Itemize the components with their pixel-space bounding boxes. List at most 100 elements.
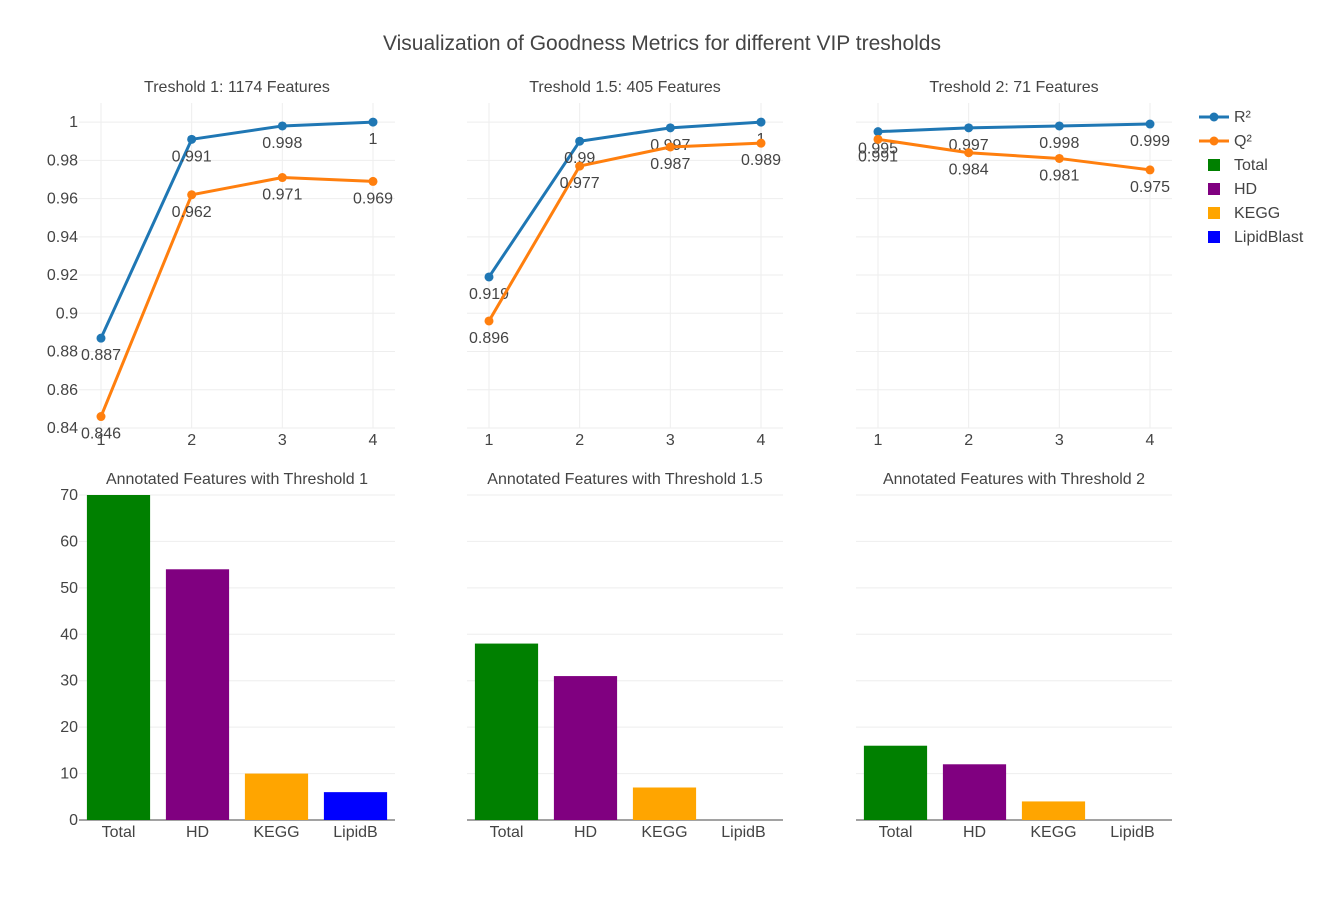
data-point bbox=[96, 333, 106, 343]
x-tick-label: KEGG bbox=[253, 824, 299, 841]
data-label: 0.887 bbox=[81, 347, 121, 364]
data-label: 0.984 bbox=[949, 162, 989, 179]
legend-item: HD bbox=[1208, 181, 1257, 198]
data-point bbox=[1145, 165, 1155, 175]
series-line-q2 bbox=[877, 137, 1151, 172]
subplot-title: Treshold 1.5: 405 Features bbox=[529, 79, 721, 96]
x-tick-label: LipidB bbox=[721, 824, 765, 841]
bar-chart-2: Annotated Features with Threshold 1.5 Tot… bbox=[467, 471, 783, 841]
data-label: 0.969 bbox=[353, 190, 393, 207]
series-line-q2 bbox=[99, 176, 374, 418]
bar-total bbox=[474, 643, 539, 820]
x-tick-label: 1 bbox=[874, 432, 883, 449]
x-tick-label: 3 bbox=[278, 432, 287, 449]
series-line-r2 bbox=[487, 120, 762, 278]
y-tick-label: 0.98 bbox=[47, 152, 78, 169]
legend-square-swatch bbox=[1208, 231, 1220, 243]
legend-label: KEGG bbox=[1234, 205, 1280, 222]
x-tick-label: Total bbox=[879, 824, 913, 841]
y-tick-label: 30 bbox=[60, 673, 78, 690]
subplot-title: Treshold 2: 71 Features bbox=[929, 79, 1098, 96]
data-label: 0.998 bbox=[262, 135, 302, 152]
figure-title: Visualization of Goodness Metrics for di… bbox=[383, 32, 941, 55]
bar-chart-1: Annotated Features with Threshold 1 0 10 20… bbox=[60, 471, 395, 841]
data-point bbox=[575, 161, 585, 171]
subplot-grid: Treshold 1: 1174 Features 0.84 0.86 0.88 0.9… bbox=[47, 79, 1172, 841]
x-tick-label: LipidB bbox=[333, 824, 377, 841]
bar-hd bbox=[942, 764, 1007, 820]
data-label: 0.995 bbox=[858, 141, 898, 158]
y-tick-label: 0.9 bbox=[56, 305, 78, 322]
y-tick-label: 0.88 bbox=[47, 344, 78, 361]
data-point bbox=[368, 117, 378, 127]
legend-marker bbox=[1209, 112, 1219, 122]
y-tick-label: 0.84 bbox=[47, 420, 78, 437]
data-point bbox=[575, 136, 585, 146]
data-label: 0.998 bbox=[1039, 135, 1079, 152]
x-tick-label: 4 bbox=[757, 432, 766, 449]
data-label: 0.896 bbox=[469, 330, 509, 347]
y-tick-label: 0.94 bbox=[47, 229, 78, 246]
data-point bbox=[277, 121, 287, 131]
legend-item: Total bbox=[1208, 157, 1268, 174]
data-point bbox=[484, 272, 494, 282]
legend-marker bbox=[1209, 136, 1219, 146]
legend-label: R² bbox=[1234, 109, 1252, 126]
subplot-title: Treshold 1: 1174 Features bbox=[144, 79, 330, 96]
x-tick-label: 4 bbox=[369, 432, 378, 449]
data-point bbox=[873, 134, 883, 144]
x-tick-label: 1 bbox=[485, 432, 494, 449]
y-tick-label: 0.92 bbox=[47, 267, 78, 284]
data-label: 0.981 bbox=[1039, 167, 1079, 184]
data-point bbox=[1054, 153, 1064, 163]
legend-label: HD bbox=[1234, 181, 1257, 198]
x-tick-label: HD bbox=[574, 824, 597, 841]
data-label: 0.987 bbox=[650, 156, 690, 173]
line-chart-1: Treshold 1: 1174 Features 0.84 0.86 0.88 0.9… bbox=[47, 79, 395, 449]
legend-label: Total bbox=[1234, 157, 1268, 174]
data-point bbox=[277, 173, 287, 183]
data-label: 0.989 bbox=[741, 152, 781, 169]
series-line-r2 bbox=[99, 120, 374, 339]
data-point bbox=[1145, 119, 1155, 129]
x-tick-label: HD bbox=[186, 824, 209, 841]
bar-hd bbox=[553, 676, 618, 820]
series-line-r2 bbox=[877, 122, 1151, 134]
bar-total bbox=[863, 745, 928, 820]
x-tick-label: LipidB bbox=[1110, 824, 1154, 841]
data-point bbox=[756, 117, 766, 127]
y-tick-label: 50 bbox=[60, 580, 78, 597]
bar-lipidb bbox=[323, 792, 388, 820]
legend-item: LipidBlast bbox=[1208, 229, 1304, 246]
data-point bbox=[756, 138, 766, 148]
data-label: 0.971 bbox=[262, 187, 302, 204]
bar-kegg bbox=[632, 787, 697, 820]
y-tick-label: 0.86 bbox=[47, 382, 78, 399]
x-tick-label: 1 bbox=[97, 432, 106, 449]
legend-item: Q² bbox=[1199, 133, 1252, 150]
data-point bbox=[964, 148, 974, 158]
legend-square-swatch bbox=[1208, 207, 1220, 219]
y-tick-label: 0.96 bbox=[47, 191, 78, 208]
x-tick-label: 4 bbox=[1146, 432, 1155, 449]
x-tick-label: Total bbox=[102, 824, 136, 841]
bar-total bbox=[86, 495, 151, 820]
x-tick-label: KEGG bbox=[1030, 824, 1076, 841]
data-label: 0.997 bbox=[949, 137, 989, 154]
data-point bbox=[873, 127, 883, 137]
bar-kegg bbox=[244, 773, 309, 820]
y-tick-label: 1 bbox=[69, 114, 78, 131]
legend: R² Q² Total HD KEGG LipidBlast bbox=[1199, 109, 1304, 246]
x-tick-label: Total bbox=[490, 824, 524, 841]
data-label: 0.975 bbox=[1130, 179, 1170, 196]
subplot-title: Annotated Features with Threshold 1.5 bbox=[487, 471, 763, 488]
x-tick-label: 2 bbox=[964, 432, 973, 449]
line-chart-3: Treshold 2: 71 Features 1 2 3 4 0.995 0.997 0.9… bbox=[856, 79, 1172, 449]
data-point bbox=[187, 134, 197, 144]
y-tick-label: 20 bbox=[60, 719, 78, 736]
subplot-title: Annotated Features with Threshold 2 bbox=[883, 471, 1145, 488]
x-tick-label: 2 bbox=[575, 432, 584, 449]
data-label: 0.991 bbox=[172, 148, 212, 165]
